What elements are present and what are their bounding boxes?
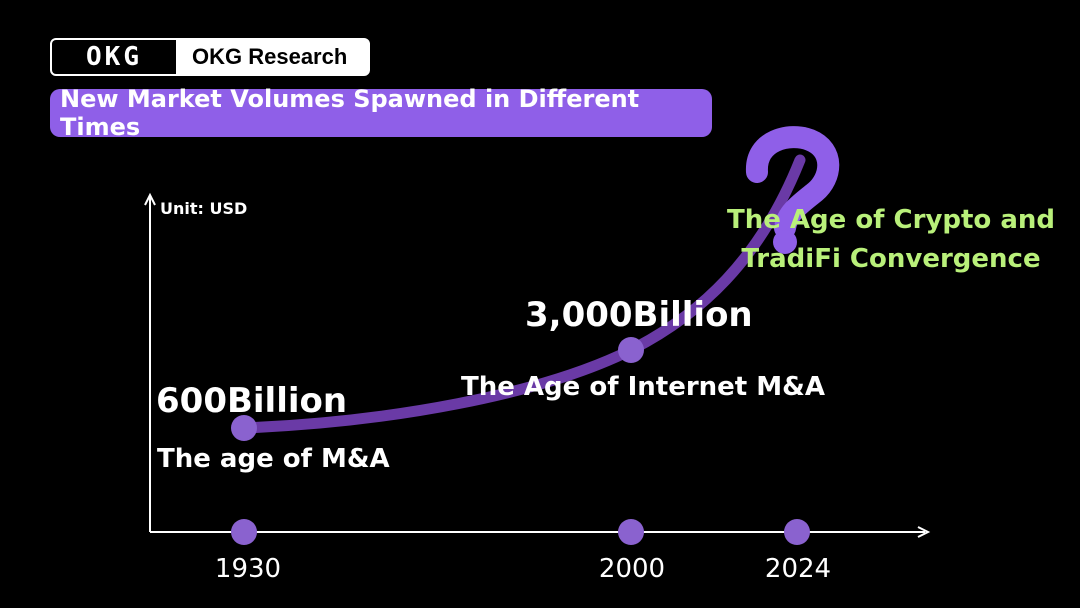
x-tick-label-1930: 1930	[215, 554, 281, 584]
x-tick-label-2024: 2024	[765, 554, 831, 584]
chart-title: New Market Volumes Spawned in Different …	[50, 85, 712, 141]
era-label-2024-line2: TradiFi Convergence	[741, 244, 1040, 274]
era-label-1930: The age of M&A	[157, 444, 390, 474]
era-label-2000: The Age of Internet M&A	[461, 372, 825, 402]
x-tick-marker-2024	[784, 519, 810, 545]
value-label-1930: 600Billion	[156, 381, 347, 421]
x-tick-marker-2000	[618, 519, 644, 545]
growth-curve	[238, 154, 806, 434]
question-mark-icon	[746, 126, 840, 254]
brand-name: OKG Research	[192, 44, 348, 69]
brand-badge: OKG OKG Research	[50, 38, 370, 76]
data-point-1930	[231, 415, 257, 441]
okg-logo: OKG	[52, 40, 176, 74]
y-axis-arrow	[144, 192, 156, 206]
data-point-2000	[618, 337, 644, 363]
x-tick-label-2000: 2000	[599, 554, 665, 584]
x-axis-arrow	[917, 526, 931, 538]
value-label-2000: 3,000Billion	[525, 295, 753, 335]
y-axis-label: Unit: USD	[160, 199, 247, 218]
x-tick-marker-1930	[231, 519, 257, 545]
era-label-2024-line1: The Age of Crypto and	[727, 205, 1055, 235]
